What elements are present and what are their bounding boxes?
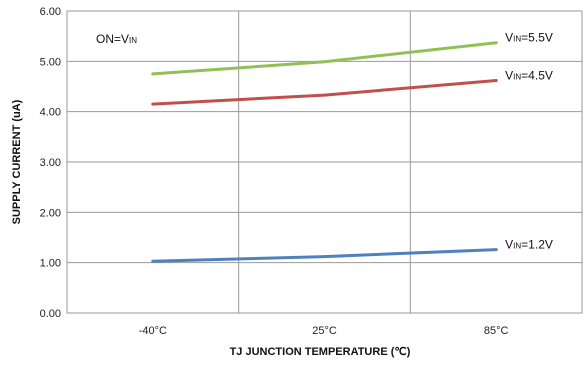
series-lines bbox=[151, 41, 498, 263]
y-tick-label: 6.00 bbox=[40, 6, 61, 18]
grid bbox=[67, 10, 582, 314]
data-point bbox=[151, 102, 155, 106]
series-label: VIN=5.5V bbox=[505, 31, 553, 45]
on-vin-annotation: ON=VIN bbox=[96, 32, 137, 46]
data-point bbox=[494, 79, 498, 82]
x-axis-title: TJ JUNCTION TEMPERATURE (℃) bbox=[230, 346, 411, 358]
data-point bbox=[323, 93, 326, 97]
data-point bbox=[151, 259, 155, 263]
x-tick-labels: -40°C 25°C 85°C bbox=[139, 325, 509, 337]
y-tick-label: 5.00 bbox=[40, 56, 61, 68]
y-tick-label: 1.00 bbox=[40, 258, 61, 270]
series-label: VIN=1.2V bbox=[505, 238, 553, 252]
y-tick-label: 4.00 bbox=[40, 107, 61, 119]
y-tick-label: 2.00 bbox=[40, 207, 61, 219]
y-axis-title: SUPPLY CURRENT (uA) bbox=[11, 99, 23, 224]
series-labels: VIN=5.5V VIN=4.5V VIN=1.2V bbox=[505, 31, 553, 252]
y-tick-label: 3.00 bbox=[40, 157, 61, 169]
data-point bbox=[323, 255, 326, 259]
y-tick-label: 0.00 bbox=[40, 308, 61, 320]
data-point bbox=[323, 60, 326, 64]
series-line bbox=[151, 41, 498, 76]
x-tick-label: -40°C bbox=[139, 325, 167, 337]
x-tick-label: 25°C bbox=[312, 325, 337, 337]
data-point bbox=[494, 41, 498, 45]
series-line bbox=[151, 79, 498, 106]
series-label: VIN=4.5V bbox=[505, 68, 553, 82]
plot-area bbox=[66, 10, 583, 314]
data-point bbox=[494, 248, 498, 251]
x-tick-label: 85°C bbox=[484, 325, 509, 337]
y-tick-labels: 0.00 1.00 2.00 3.00 4.00 5.00 6.00 bbox=[40, 6, 61, 320]
data-point bbox=[151, 72, 155, 76]
